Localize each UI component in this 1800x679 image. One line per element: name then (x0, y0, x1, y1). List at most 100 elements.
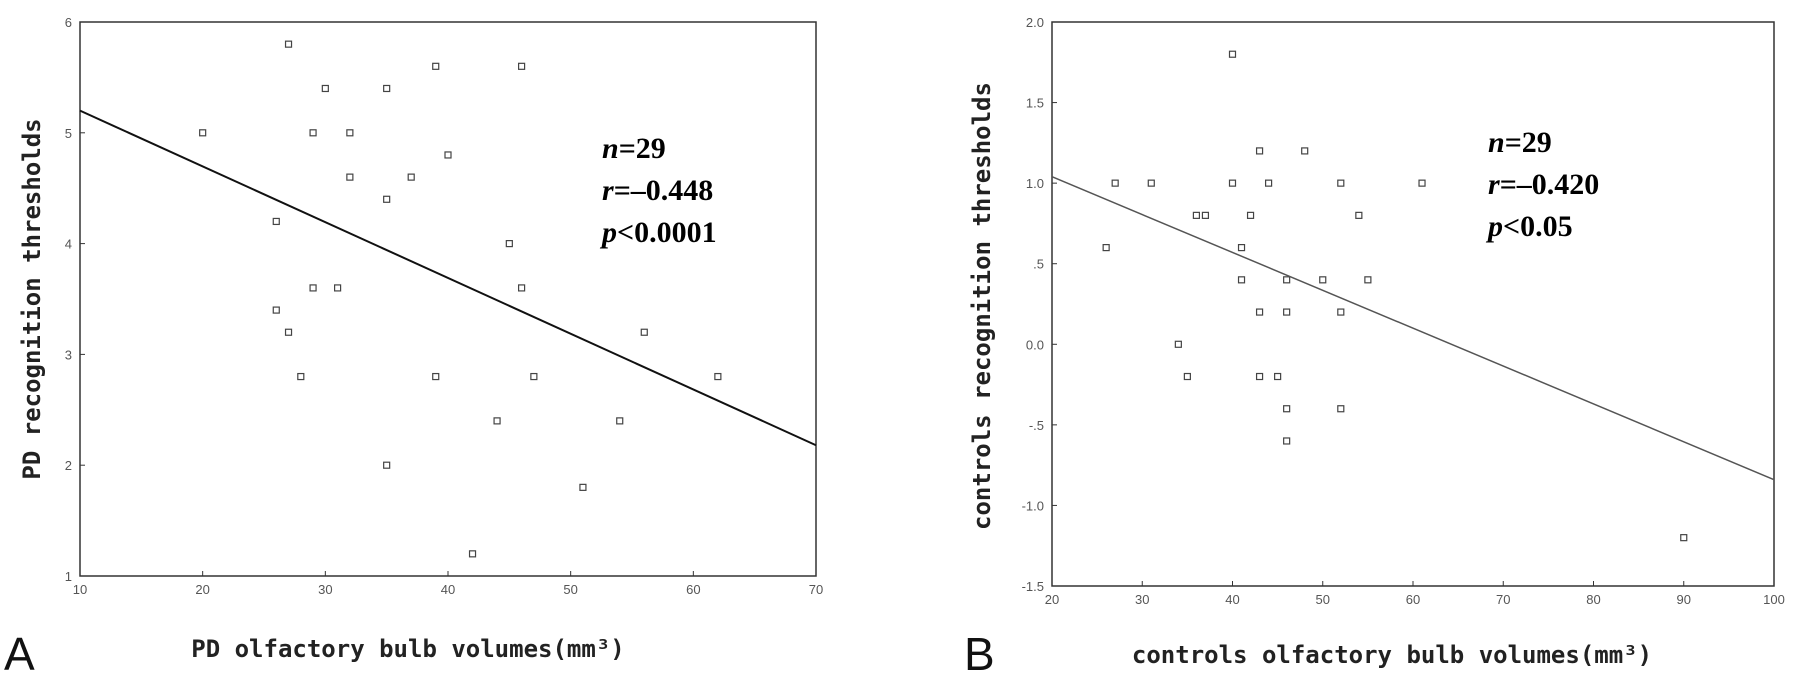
panel-a-data-point (432, 62, 440, 70)
panel-b-stat-n-value: =29 (1505, 126, 1552, 159)
panel-a-x-axis-title: PD olfactory bulb volumes(mm³) (191, 635, 624, 663)
panel-a-chart: 1 2 3 4 5 6 10 20 30 40 50 60 70 PD recognition thr… (4, 15, 823, 679)
panel-b-y-axis-ticks: -1.5 -1.0 -.5 0.0 .5 1.0 1.5 2.0 (1022, 15, 1057, 594)
panel-b-data-point (1192, 211, 1201, 219)
panel-a-data-point (432, 372, 440, 381)
panel-b-data-point (1228, 50, 1237, 58)
panel-a-stat-p-symbol: p (599, 216, 617, 249)
panel-a-data-point (309, 284, 317, 292)
panel-a-data-point (346, 173, 354, 181)
panel-a-data-point (334, 284, 342, 292)
panel-b-data-point (1255, 147, 1264, 155)
panel-b-data-point (1283, 437, 1291, 445)
panel-b-x-tick-label: 80 (1586, 592, 1600, 607)
panel-a-data-point (444, 151, 452, 159)
panel-a-data-point (309, 129, 317, 137)
panel-a-stat-n-symbol: n (602, 132, 619, 165)
panel-a-letter: A (4, 628, 35, 679)
panel-a-y-tick-label: 5 (65, 126, 72, 141)
panel-a-data-point (616, 417, 624, 425)
panel-a-data-point (579, 483, 587, 491)
panel-b-x-axis-ticks: 20 30 40 50 60 70 80 90 100 (1045, 581, 1785, 607)
panel-b-y-axis-title: controls recognition thresholds (968, 82, 996, 530)
panel-a-data-point (407, 173, 415, 181)
panel-b-chart: -1.5 -1.0 -.5 0.0 .5 1.0 1.5 2.0 20 30 40 50 60 70 80… (964, 15, 1785, 679)
panel-b-x-axis-title: controls olfactory bulb volumes(mm³) (1132, 641, 1652, 669)
panel-b-data-point (1255, 372, 1264, 381)
panel-b-stat-p-symbol: p (1485, 210, 1503, 243)
panel-a-stat-n: n=29 (602, 132, 666, 165)
panel-a-x-tick-label: 40 (441, 582, 455, 597)
panel-b-letter: B (964, 628, 995, 679)
panel-b-data-point (1301, 147, 1309, 155)
panel-a-data-point (199, 129, 207, 137)
panel-b-stat-n: n=29 (1488, 126, 1552, 159)
panel-b-data-point (1337, 405, 1345, 413)
panel-a-data-point (272, 217, 280, 226)
panel-b-data-point (1255, 308, 1264, 316)
panel-b-data-point (1111, 179, 1119, 187)
panel-b-y-tick-label: -1.5 (1022, 579, 1044, 594)
panel-b-x-tick-label: 40 (1225, 592, 1239, 607)
panel-a-data-point (272, 306, 280, 314)
panel-b-stat-r-value: =–0.420 (1500, 168, 1600, 201)
panel-a-regression-line (79, 109, 817, 447)
panel-b-data-point (1102, 244, 1110, 252)
panel-a-data-point (714, 372, 722, 381)
panel-a-data-point (297, 372, 305, 381)
panel-b-x-tick-label: 70 (1496, 592, 1510, 607)
panel-a-stat-p-value: <0.0001 (617, 216, 717, 249)
panel-a-x-tick-label: 50 (563, 582, 577, 597)
panel-b-data-point (1418, 179, 1426, 187)
panel-a-x-tick-label: 10 (73, 582, 87, 597)
panel-a-data-point (468, 550, 477, 558)
panel-b-y-tick-label: 1.5 (1026, 96, 1044, 111)
panel-b-y-tick-label: .5 (1033, 257, 1044, 272)
panel-b-stat-p-value: <0.05 (1503, 210, 1573, 243)
panel-a-plot-frame (79, 21, 817, 577)
panel-b-data-point (1364, 276, 1372, 284)
panel-b-data-point (1319, 276, 1327, 284)
panel-b-data-point (1246, 211, 1255, 219)
panel-b-stat-r-symbol: r (1488, 168, 1500, 201)
panel-a-data-point (321, 84, 329, 93)
panel-b-data-point (1680, 534, 1688, 542)
panel-a-data-point (284, 40, 293, 48)
panel-b-data-points (1102, 50, 1688, 542)
panel-a-x-tick-label: 30 (318, 582, 332, 597)
panel-a-stat-r-symbol: r (602, 174, 614, 207)
panel-a-x-tick-label: 70 (809, 582, 823, 597)
panel-b-data-point (1264, 179, 1273, 187)
panel-a-data-point (517, 284, 526, 292)
panel-a-data-point (517, 62, 526, 70)
panel-b-data-point (1174, 340, 1182, 348)
panel-b-data-point (1337, 179, 1345, 187)
panel-b-data-point (1237, 276, 1246, 284)
panel-a-data-point (505, 240, 513, 248)
panel-a-stat-p: p<0.0001 (599, 216, 717, 249)
panel-a-stat-r-value: =–0.448 (614, 174, 714, 207)
panel-a-x-axis-ticks: 10 20 30 40 50 60 70 (73, 571, 823, 597)
panel-b-stat-n-symbol: n (1488, 126, 1505, 159)
panel-a-data-point (346, 129, 354, 137)
panel-a-data-point (493, 417, 501, 425)
panel-b-x-tick-label: 100 (1763, 592, 1785, 607)
panel-a-data-points (199, 40, 722, 558)
panel-b-x-tick-label: 60 (1406, 592, 1420, 607)
panel-b-y-tick-label: -1.0 (1022, 498, 1044, 513)
panel-b-regression-line (1051, 176, 1775, 481)
panel-b-data-point (1228, 179, 1237, 187)
panel-b-data-point (1201, 211, 1210, 219)
panel-b-data-point (1274, 372, 1282, 381)
panel-b-x-tick-label: 90 (1677, 592, 1691, 607)
panel-b-stat-r: r=–0.420 (1488, 168, 1599, 201)
panel-a-x-tick-label: 60 (686, 582, 700, 597)
panel-a-data-point (530, 372, 538, 381)
panel-b-x-tick-label: 50 (1316, 592, 1330, 607)
panel-b-data-point (1183, 372, 1191, 381)
panel-a-y-axis-title: PD recognition thresholds (18, 118, 46, 479)
panel-b-x-tick-label: 20 (1045, 592, 1059, 607)
panel-b-data-point (1283, 405, 1291, 413)
panel-a-data-point (284, 328, 293, 336)
